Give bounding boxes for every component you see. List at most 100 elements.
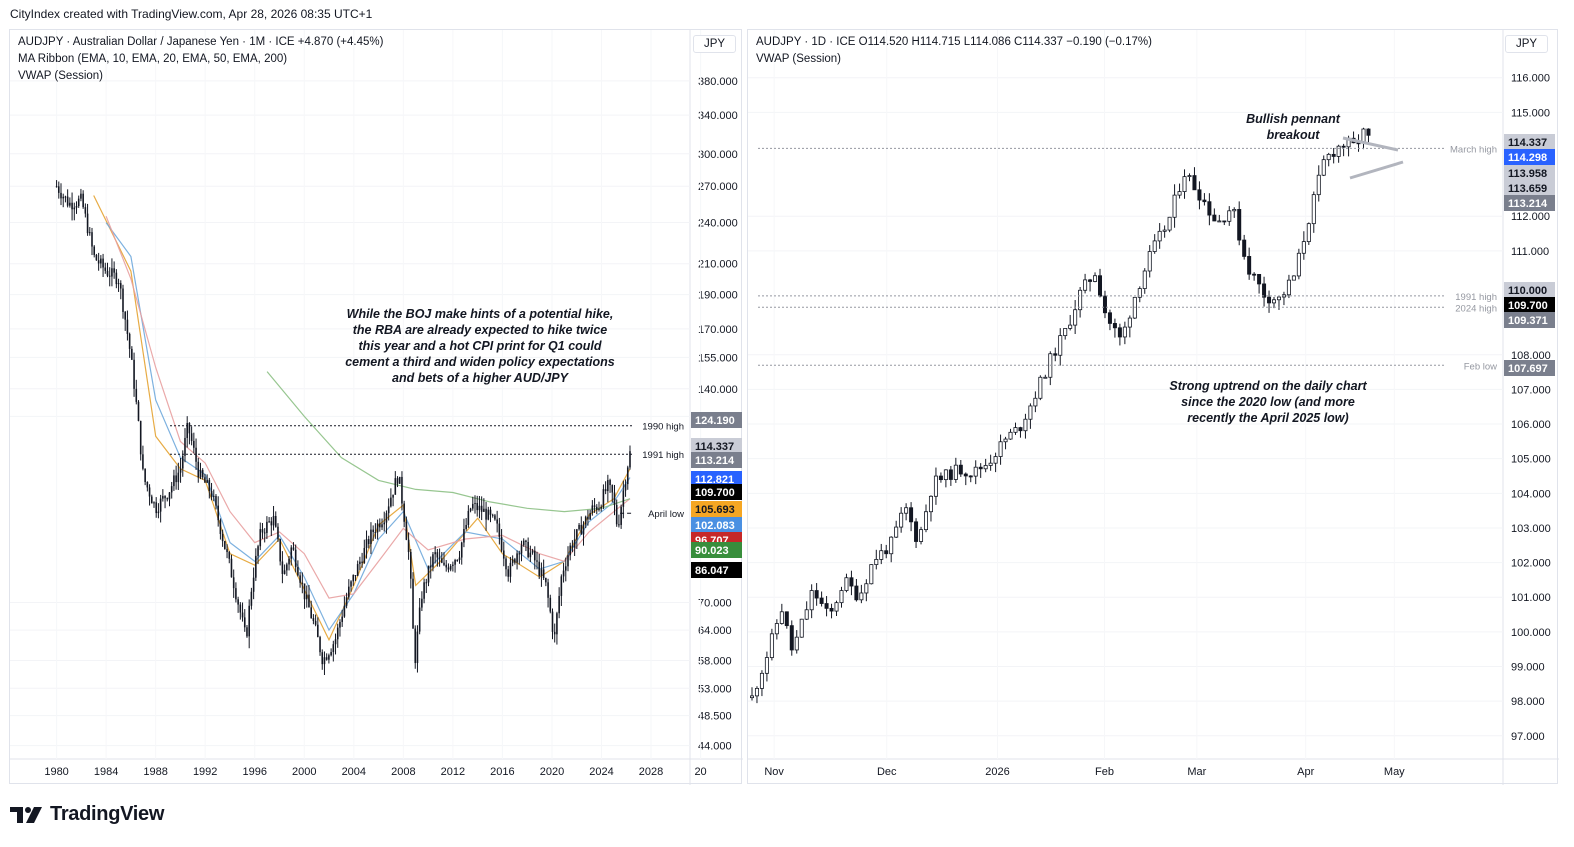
left-annotation: While the BOJ make hints of a potential … [310, 306, 650, 386]
candle-body [142, 454, 144, 469]
candle-body [352, 575, 355, 582]
candle-body [884, 550, 889, 555]
candle-body [545, 577, 547, 583]
candle-body [933, 475, 938, 497]
candle-body [374, 532, 377, 534]
x-tick-label: Dec [877, 766, 897, 778]
candle-body [175, 475, 177, 483]
candle-body [620, 506, 622, 525]
daily-chart-svg[interactable]: 116.000 115.000 112.000 111.000 108.000 107.0… [748, 30, 1559, 785]
candle-body [551, 611, 554, 632]
monthly-chart-svg[interactable]: 380.000 340.000 300.000 270.000 240.000 210.0… [10, 30, 743, 785]
candle-body [604, 489, 607, 492]
candle-body [819, 597, 824, 604]
candle-body [607, 479, 609, 492]
monthly-chart-pane[interactable]: 380.000 340.000 300.000 270.000 240.000 210.0… [9, 29, 743, 785]
candle-body [181, 455, 184, 469]
candle-body [288, 558, 290, 565]
price-label: 114.298 [1508, 152, 1547, 164]
pennant-upper-line [1342, 136, 1399, 152]
candle-body [983, 465, 988, 470]
y-tick-label: 111.000 [1511, 246, 1549, 258]
x-tick-label: 2004 [342, 766, 366, 778]
candle-body [491, 514, 494, 516]
candle-body [164, 496, 166, 499]
candle-body [447, 567, 450, 570]
y-tick-label: 99.000 [1511, 661, 1545, 673]
candle-body [904, 507, 909, 514]
candle-body [111, 268, 113, 277]
price-label-box [691, 517, 742, 533]
candle-body [569, 545, 572, 556]
candle-body [113, 268, 115, 273]
candle-body [458, 557, 461, 561]
candle-body [319, 637, 321, 653]
candle-body [93, 246, 96, 255]
y-tick-label: 98.000 [1511, 696, 1545, 708]
candle-body [600, 506, 603, 509]
price-label-box [691, 438, 742, 454]
candle-body [483, 508, 485, 512]
candle-body [208, 479, 211, 492]
right-unit-button[interactable]: JPY [1505, 35, 1549, 53]
x-tick-label: May [1384, 766, 1405, 778]
candle-body [241, 612, 244, 618]
candle-body [365, 539, 368, 548]
candle-body [1257, 273, 1262, 285]
candle-body [914, 521, 919, 542]
candle-body [1053, 353, 1058, 356]
left-unit-button[interactable]: JPY [693, 35, 737, 53]
candle-body [582, 524, 585, 535]
candle-body [332, 644, 335, 653]
candle-body [938, 475, 943, 481]
candle-body [449, 565, 452, 570]
candle-body [235, 588, 237, 600]
candle-body [206, 479, 208, 483]
left-legend-ma-ribbon: MA Ribbon (EMA, 10, EMA, 20, EMA, 50, EM… [18, 53, 288, 65]
candle-body [1018, 427, 1023, 432]
price-label: 114.337 [1508, 137, 1547, 149]
candle-body [299, 575, 301, 583]
candle-body [469, 508, 472, 511]
y-tick-label: 300.000 [698, 149, 738, 161]
candle-body [899, 512, 904, 528]
candle-body [270, 521, 273, 526]
candle-body [261, 529, 264, 533]
x-tick-label: 20 [694, 766, 706, 778]
candle-body [879, 550, 884, 560]
candle-body [305, 594, 308, 600]
candle-body [343, 605, 346, 617]
price-label: 109.700 [695, 487, 735, 499]
x-tick-label: 1992 [193, 766, 217, 778]
y-tick-label: 48.500 [698, 711, 732, 723]
candle-body [372, 529, 374, 533]
x-tick-label: 2020 [540, 766, 564, 778]
candle-body [549, 597, 552, 612]
candle-body [973, 466, 978, 477]
candle-body [562, 570, 565, 577]
ma-line-ema50 [105, 215, 631, 599]
candle-body [489, 509, 492, 515]
candle-body [330, 652, 332, 656]
candle-body [567, 555, 569, 567]
x-tick-label: 2016 [490, 766, 514, 778]
level-label: Feb low [1464, 361, 1497, 372]
x-tick-label: Mar [1187, 766, 1206, 778]
candle-body [1192, 175, 1197, 191]
level-label: March high [1450, 144, 1497, 155]
candle-body [224, 541, 226, 550]
candle-body [618, 524, 620, 526]
daily-chart-pane[interactable]: 116.000 115.000 112.000 111.000 108.000 107.0… [747, 29, 1559, 785]
candle-body [1336, 145, 1341, 157]
candle-body [1172, 194, 1177, 218]
candle-body [1267, 296, 1272, 304]
candle-body [427, 565, 430, 583]
candle-body [445, 564, 448, 568]
candle-body [325, 657, 328, 660]
candle-body [279, 539, 281, 562]
candle-body [859, 592, 864, 601]
candle-body [217, 505, 219, 521]
candle-body [919, 529, 924, 542]
candle-body [104, 267, 107, 271]
candle-body [1152, 240, 1157, 252]
